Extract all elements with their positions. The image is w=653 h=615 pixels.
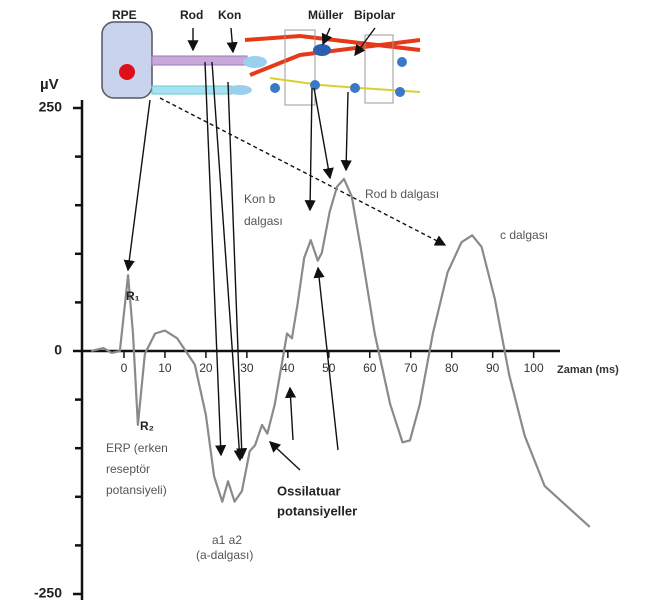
annotation: reseptör — [106, 462, 150, 476]
x-tick-label: 20 — [199, 361, 213, 375]
x-tick-label: 50 — [322, 361, 336, 375]
annotation: ERP (erken — [106, 441, 168, 455]
y-tick-label: -250 — [34, 585, 62, 601]
retina-diagram — [102, 22, 420, 105]
annotation: potansiyeller — [277, 503, 357, 518]
annotation: Kon b — [244, 192, 276, 206]
y-tick-label: 250 — [39, 99, 63, 115]
x-tick-label: 90 — [486, 361, 500, 375]
x-tick-label: 10 — [158, 361, 172, 375]
x-tick-label: 30 — [240, 361, 254, 375]
annotation: (a-dalgası) — [196, 548, 253, 562]
annotation: Bipolar — [354, 8, 396, 22]
chart: µV Zaman (ms) 250 0 -250 0 10 20 30 40 50 60 70 80 9… — [0, 0, 653, 610]
annotation: R₁ — [126, 289, 140, 303]
y-axis-label: µV — [40, 76, 59, 93]
annotation: Kon — [218, 8, 241, 22]
annotation: Rod — [180, 8, 203, 22]
annotation: Ossilatuar — [277, 483, 341, 498]
annotation: a1 a2 — [212, 533, 242, 547]
annotation: dalgası — [244, 214, 283, 228]
x-axis-label: Zaman (ms) — [557, 364, 619, 376]
x-tick-label: 70 — [404, 361, 418, 375]
x-tick-label: 0 — [121, 361, 128, 375]
annotation: potansiyeli) — [106, 483, 167, 497]
annotation: R₂ — [140, 419, 154, 433]
annotation: RPE — [112, 8, 137, 22]
x-tick-label: 80 — [445, 361, 459, 375]
x-tick-label: 100 — [524, 361, 544, 375]
x-tick-label: 40 — [281, 361, 295, 375]
annotation: Rod b dalgası — [365, 187, 439, 201]
annotation: c dalgası — [500, 228, 548, 242]
annotation: Müller — [308, 8, 344, 22]
y-tick-label: 0 — [54, 342, 62, 358]
x-tick-label: 60 — [363, 361, 377, 375]
